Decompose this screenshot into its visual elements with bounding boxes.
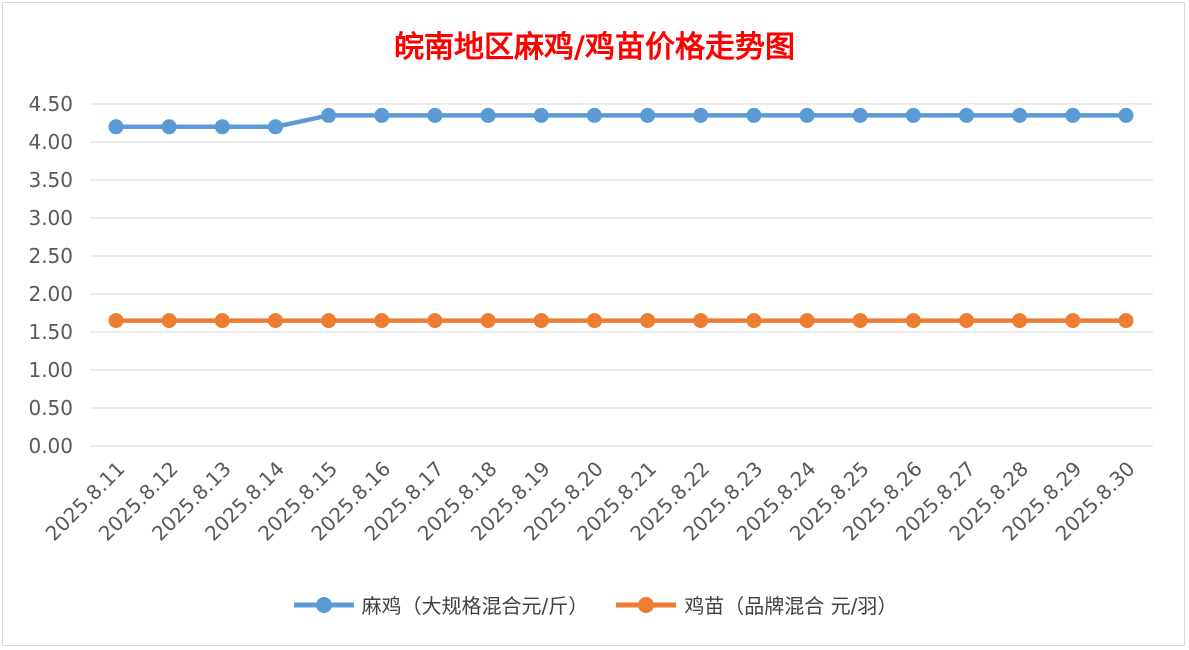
y-tick-label: 3.50 [28,168,73,192]
data-point[interactable] [1065,313,1081,329]
data-point[interactable] [799,313,815,329]
data-point[interactable] [905,313,921,329]
y-tick-label: 2.00 [28,282,73,306]
y-tick-label: 0.50 [28,396,73,420]
data-point[interactable] [267,313,283,329]
data-point[interactable] [693,313,709,329]
gridlines [90,103,1153,447]
legend-label-0: 麻鸡（大规格混合元/斤） [361,594,589,618]
data-point[interactable] [214,119,230,135]
data-point[interactable] [852,107,868,123]
legend-swatch-0 [293,596,354,613]
series-layer [108,107,1134,329]
data-point[interactable] [640,313,656,329]
y-tick-label: 2.50 [28,244,73,268]
data-point[interactable] [321,313,337,329]
data-point[interactable] [799,107,815,123]
data-point[interactable] [746,313,762,329]
data-point[interactable] [1118,313,1134,329]
data-point[interactable] [321,107,337,123]
data-point[interactable] [427,313,443,329]
data-point[interactable] [1012,313,1028,329]
data-point[interactable] [480,107,496,123]
legend: 麻鸡（大规格混合元/斤） 鸡苗（品牌混合 元/羽） [0,590,1189,619]
y-tick-label: 0.00 [28,434,73,458]
y-tick-labels: 0.00 0.50 1.00 1.50 2.00 2.50 3.00 3.50 4.00 4.50 [28,92,73,458]
legend-item-1[interactable]: 鸡苗（品牌混合 元/羽） [614,590,897,619]
legend-label-1: 鸡苗（品牌混合 元/羽） [684,594,898,618]
series-line-0 [113,113,1129,130]
data-point[interactable] [852,313,868,329]
data-point[interactable] [480,313,496,329]
y-tick-label: 1.00 [28,358,73,382]
data-point[interactable] [693,107,709,123]
data-point[interactable] [108,119,124,135]
data-point[interactable] [533,313,549,329]
data-point[interactable] [586,107,602,123]
data-point[interactable] [746,107,762,123]
data-point[interactable] [427,107,443,123]
legend-item-0[interactable]: 麻鸡（大规格混合元/斤） [292,590,589,619]
legend-swatch-1 [616,596,677,613]
data-point[interactable] [1118,107,1134,123]
y-tick-label: 1.50 [28,320,73,344]
data-point[interactable] [374,313,390,329]
data-point[interactable] [1012,107,1028,123]
y-tick-label: 4.00 [28,130,73,154]
data-point[interactable] [959,107,975,123]
data-point[interactable] [267,119,283,135]
data-point[interactable] [108,313,124,329]
data-point[interactable] [640,107,656,123]
data-point[interactable] [586,313,602,329]
y-tick-label: 3.00 [28,206,73,230]
data-point[interactable] [374,107,390,123]
data-point[interactable] [161,119,177,135]
data-point[interactable] [1065,107,1081,123]
data-point[interactable] [959,313,975,329]
chart-title: 皖南地区麻鸡/鸡苗价格走势图 [394,30,795,65]
data-point[interactable] [905,107,921,123]
data-point[interactable] [161,313,177,329]
data-point[interactable] [533,107,549,123]
y-tick-label: 4.50 [28,92,73,116]
x-tick-labels: 2025.8.112025.8.122025.8.132025.8.142025… [41,457,1140,546]
data-point[interactable] [214,313,230,329]
